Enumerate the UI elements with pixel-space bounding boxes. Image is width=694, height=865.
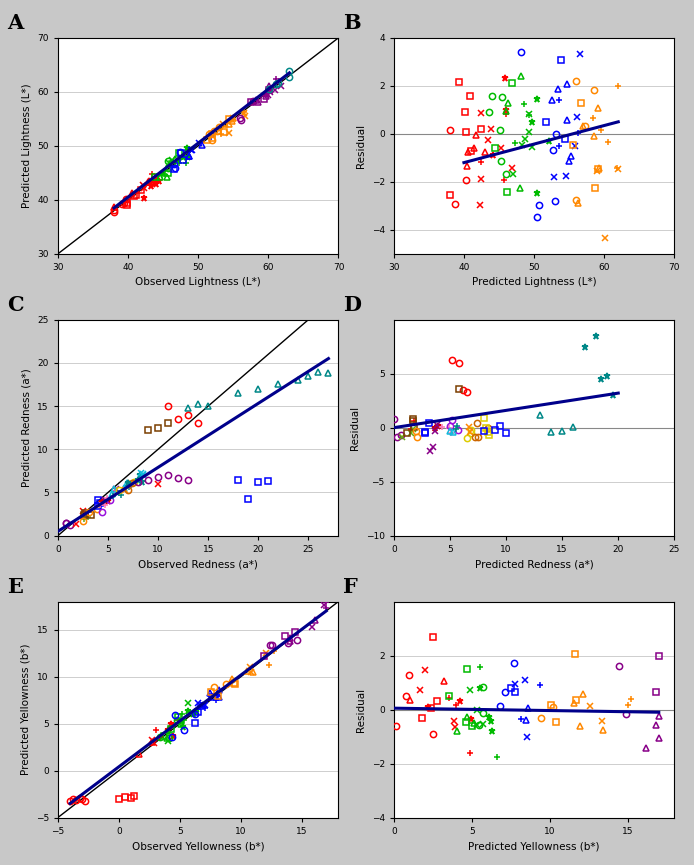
- Text: D: D: [344, 295, 362, 316]
- Text: A: A: [8, 14, 24, 34]
- Y-axis label: Predicted Yellowness (b*): Predicted Yellowness (b*): [20, 644, 30, 775]
- X-axis label: Predicted Lightness (L*): Predicted Lightness (L*): [472, 278, 596, 287]
- Y-axis label: Predicted Redness (a*): Predicted Redness (a*): [22, 368, 32, 487]
- Y-axis label: Residual: Residual: [356, 124, 366, 168]
- X-axis label: Observed Redness (a*): Observed Redness (a*): [138, 560, 258, 569]
- Text: E: E: [8, 577, 24, 597]
- X-axis label: Predicted Redness (a*): Predicted Redness (a*): [475, 560, 593, 569]
- Text: C: C: [8, 295, 24, 316]
- Text: F: F: [344, 577, 358, 597]
- X-axis label: Predicted Yellowness (b*): Predicted Yellowness (b*): [468, 841, 600, 851]
- X-axis label: Observed Yellowness (b*): Observed Yellowness (b*): [132, 841, 264, 851]
- Text: B: B: [344, 14, 361, 34]
- X-axis label: Observed Lightness (L*): Observed Lightness (L*): [135, 278, 261, 287]
- Y-axis label: Predicted Lightness (L*): Predicted Lightness (L*): [22, 84, 32, 208]
- Y-axis label: Residual: Residual: [350, 406, 360, 450]
- Y-axis label: Residual: Residual: [356, 688, 366, 732]
